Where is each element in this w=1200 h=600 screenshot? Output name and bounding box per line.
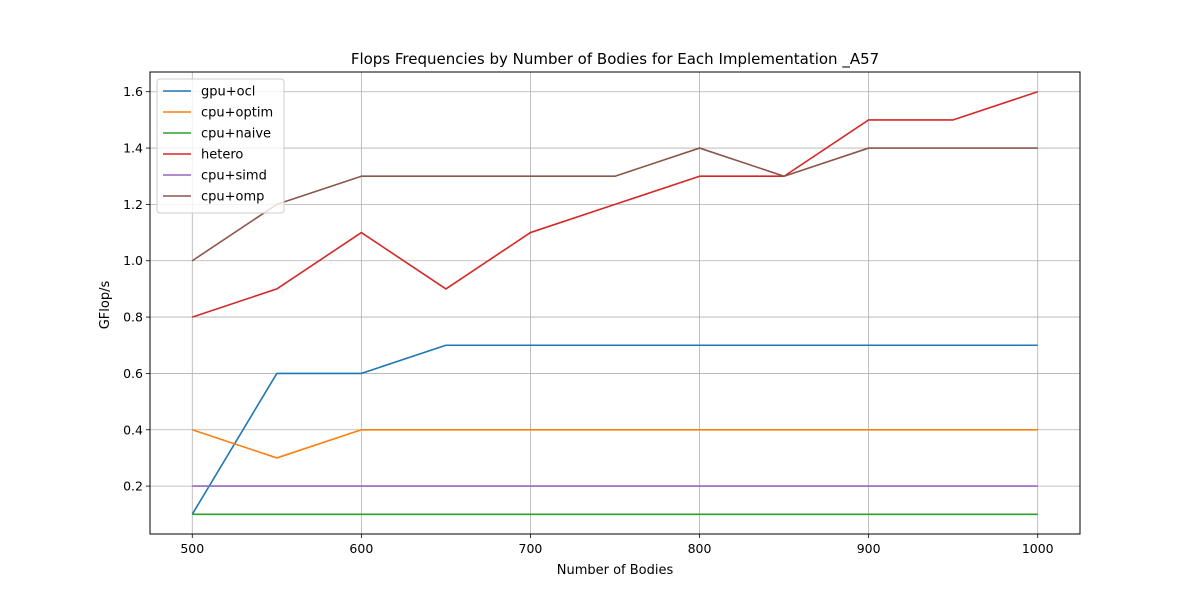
legend: gpu+ocl cpu+optim cpu+naive hetero cpu+simd c…: [156, 78, 285, 214]
axis-ticks: 500 600 700 800 900 1000 0.2 0.4 0.6 0.8 1.0 1.2 1.4…: [123, 84, 1054, 556]
legend-entry: hetero: [201, 148, 243, 163]
y-tick-label: 1.0: [123, 253, 143, 268]
x-axis-label: Number of Bodies: [557, 563, 674, 578]
y-tick-label: 0.4: [123, 422, 143, 437]
series-line-hetero: [192, 90, 1038, 318]
legend-entry: gpu+ocl: [201, 85, 255, 100]
series-line-cpu-optim: [192, 428, 1038, 459]
y-tick-label: 1.6: [123, 84, 143, 99]
x-tick-label: 700: [519, 541, 543, 556]
x-tick-label: 1000: [1022, 541, 1054, 556]
chart-title: Flops Frequencies by Number of Bodies fo…: [351, 50, 879, 69]
legend-entry: cpu+optim: [201, 106, 273, 121]
series-line-gpu-ocl: [191, 344, 1038, 515]
plot-frame: [149, 71, 1081, 535]
x-tick-label: 500: [180, 541, 204, 556]
y-tick-label: 0.8: [123, 310, 143, 325]
legend-entry: cpu+omp: [201, 190, 264, 205]
y-tick-label: 0.2: [123, 479, 143, 494]
x-tick-label: 800: [688, 541, 712, 556]
y-tick-label: 1.4: [123, 141, 143, 156]
x-tick-label: 600: [349, 541, 373, 556]
series-lines: [191, 90, 1038, 516]
series-line-cpu-omp: [191, 147, 1038, 262]
y-axis-label: GFlop/s: [98, 281, 113, 330]
x-tick-label: 900: [857, 541, 881, 556]
y-tick-label: 0.6: [123, 366, 143, 381]
grid-lines: [150, 72, 1080, 534]
legend-entry: cpu+simd: [201, 169, 267, 184]
legend-entry: cpu+naive: [201, 127, 271, 142]
y-tick-label: 1.2: [123, 197, 143, 212]
